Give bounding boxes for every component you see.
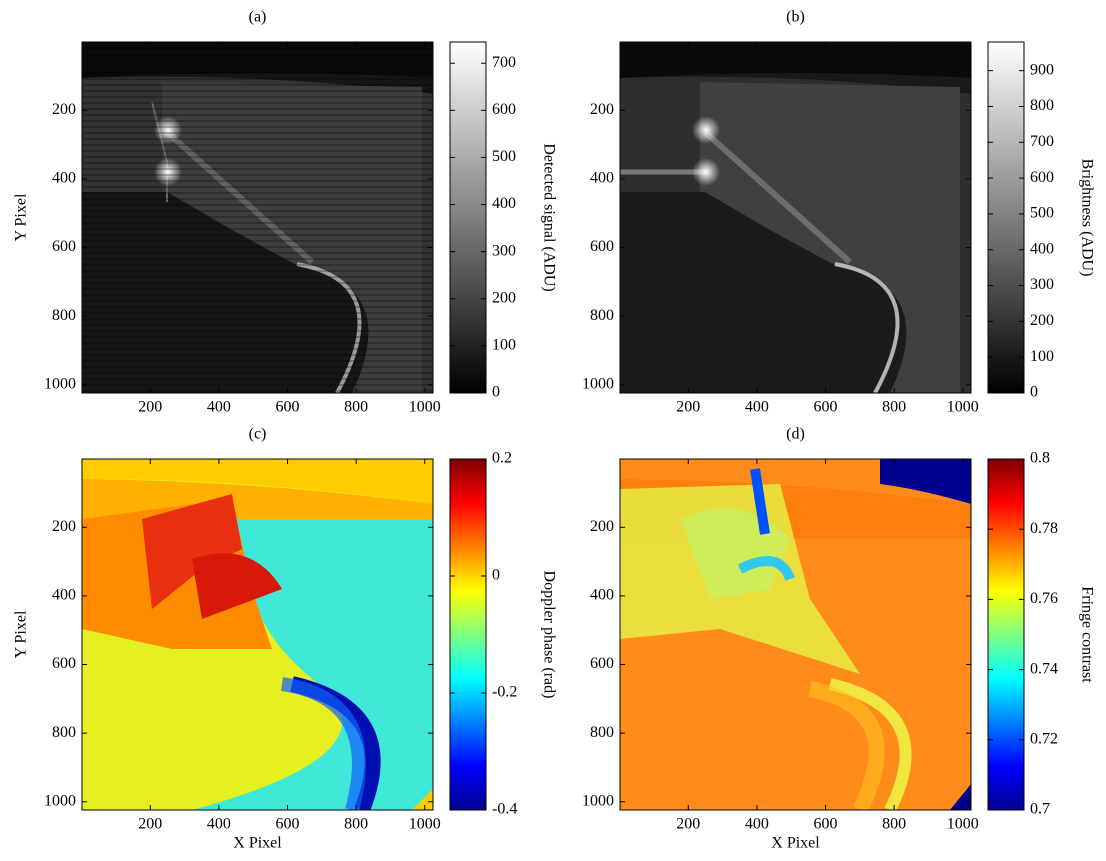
y-tick-label: 800 [590, 724, 614, 741]
x-tick-label: 200 [676, 399, 700, 416]
colorbar-tick-label: 100 [492, 337, 516, 354]
colorbar-label: Detected signal (ADU) [540, 143, 557, 291]
y-axis-label: Y Pixel [13, 610, 30, 658]
colorbar-tick-label: 100 [1030, 348, 1054, 365]
panel-title: (c) [249, 426, 267, 443]
x-tick-label: 600 [276, 816, 300, 833]
plot-frame [81, 41, 434, 394]
colorbar [988, 42, 1024, 393]
image-a [82, 42, 433, 393]
colorbar-tick-label: 500 [492, 148, 516, 165]
colorbar-tick-label: 0.72 [1030, 730, 1058, 747]
y-tick-label: 400 [590, 170, 614, 187]
x-tick-label: 1000 [409, 399, 441, 416]
y-tick-label: 400 [52, 170, 76, 187]
colorbar-tick-label: 400 [492, 195, 516, 212]
x-tick-label: 800 [882, 816, 906, 833]
y-tick-label: 200 [52, 101, 76, 118]
colorbar-tick-label: 700 [492, 54, 516, 71]
x-tick-label: 1000 [947, 399, 979, 416]
colorbar-frame [987, 41, 1025, 394]
colorbar-tick-label: 500 [1030, 205, 1054, 222]
colorbar-tick-label: 900 [1030, 61, 1054, 78]
y-tick-label: 400 [590, 587, 614, 604]
x-axis-label: X Pixel [771, 835, 820, 852]
colorbar-tick-label: 600 [492, 101, 516, 118]
x-tick-label: 400 [207, 399, 231, 416]
colorbar-tick-label: 0 [492, 384, 500, 401]
y-tick-label: 600 [52, 655, 76, 672]
y-axis-label: Y Pixel [13, 193, 30, 241]
x-tick-label: 600 [814, 816, 838, 833]
panel-title: (d) [786, 426, 805, 443]
y-tick-label: 200 [590, 101, 614, 118]
plot-frame [81, 458, 434, 811]
plot-frame [619, 41, 972, 394]
colorbar-tick-label: 0.74 [1030, 660, 1058, 677]
colorbar-tick-label: -0.2 [492, 684, 517, 701]
colorbar-tick-label: 700 [1030, 133, 1054, 150]
colorbar-tick-label: 0.78 [1030, 520, 1058, 537]
colorbar-tick-label: 200 [492, 289, 516, 306]
image-d [620, 459, 971, 810]
colorbar-tick-label: 0.76 [1030, 590, 1058, 607]
colorbar-label: Fringe contrast [1078, 586, 1095, 683]
x-tick-label: 600 [276, 399, 300, 416]
y-tick-label: 600 [52, 238, 76, 255]
colorbar [450, 459, 486, 810]
x-tick-label: 200 [138, 399, 162, 416]
colorbar [450, 42, 486, 393]
y-tick-label: 600 [590, 655, 614, 672]
x-axis-label: X Pixel [233, 835, 282, 852]
x-tick-label: 200 [676, 816, 700, 833]
y-tick-label: 800 [590, 307, 614, 324]
y-tick-label: 400 [52, 587, 76, 604]
x-tick-label: 1000 [947, 816, 979, 833]
colorbar-frame [449, 458, 487, 811]
colorbar-frame [987, 458, 1025, 811]
panel-title: (a) [249, 9, 267, 26]
x-tick-label: 600 [814, 399, 838, 416]
colorbar-tick-label: 0.7 [1030, 801, 1050, 818]
plot-frame [619, 458, 972, 811]
y-tick-label: 1000 [582, 375, 614, 392]
colorbar-tick-label: 300 [1030, 276, 1054, 293]
y-tick-label: 800 [52, 724, 76, 741]
image-c [82, 459, 433, 810]
colorbar-tick-label: 0.2 [492, 450, 512, 467]
image-b [620, 42, 971, 393]
x-tick-label: 800 [882, 399, 906, 416]
colorbar-tick-label: 800 [1030, 97, 1054, 114]
colorbar-tick-label: 0.8 [1030, 450, 1050, 467]
colorbar-tick-label: 400 [1030, 240, 1054, 257]
colorbar-tick-label: 600 [1030, 169, 1054, 186]
colorbar-tick-label: 0 [492, 567, 500, 584]
colorbar-label: Brightness (ADU) [1078, 159, 1095, 277]
x-tick-label: 800 [344, 399, 368, 416]
colorbar-frame [449, 41, 487, 394]
y-tick-label: 1000 [44, 792, 76, 809]
colorbar-tick-label: -0.4 [492, 801, 517, 818]
y-tick-label: 200 [590, 518, 614, 535]
y-tick-label: 800 [52, 307, 76, 324]
x-tick-label: 400 [745, 399, 769, 416]
colorbar-tick-label: 300 [492, 242, 516, 259]
x-tick-label: 800 [344, 816, 368, 833]
x-tick-label: 400 [207, 816, 231, 833]
panel-title: (b) [786, 9, 805, 26]
x-tick-label: 1000 [409, 816, 441, 833]
colorbar-tick-label: 200 [1030, 312, 1054, 329]
y-tick-label: 1000 [44, 375, 76, 392]
colorbar [988, 459, 1024, 810]
x-tick-label: 200 [138, 816, 162, 833]
y-tick-label: 600 [590, 238, 614, 255]
x-tick-label: 400 [745, 816, 769, 833]
y-tick-label: 200 [52, 518, 76, 535]
colorbar-label: Doppler phase (rad) [540, 571, 557, 699]
y-tick-label: 1000 [582, 792, 614, 809]
colorbar-tick-label: 0 [1030, 384, 1038, 401]
